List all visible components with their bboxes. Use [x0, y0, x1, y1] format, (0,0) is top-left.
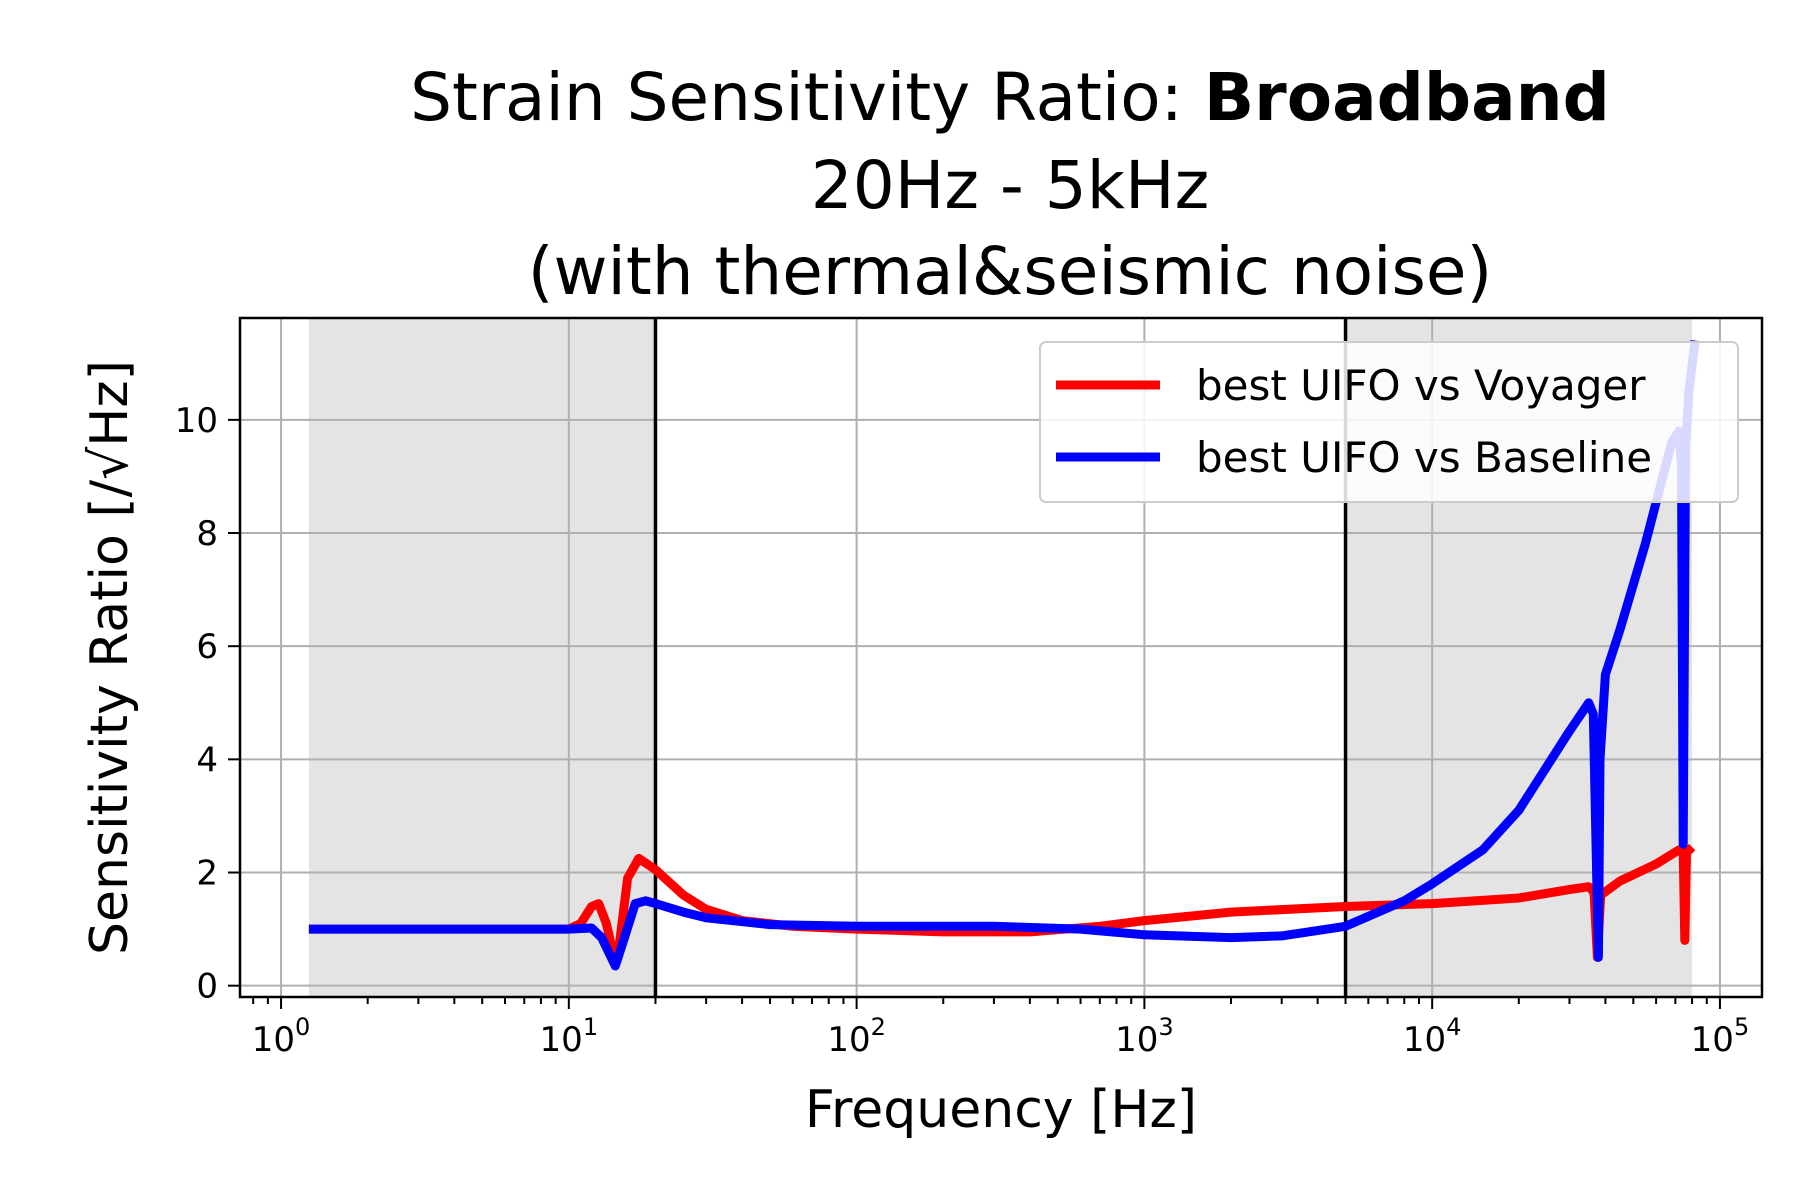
x-tick-label: 104 [1403, 1013, 1462, 1060]
chart-title-line2: 20Hz - 5kHz [811, 147, 1210, 224]
x-tick-label: 102 [827, 1013, 886, 1060]
shaded-region-0 [308, 318, 656, 997]
y-tick-label: 10 [175, 401, 218, 441]
chart-title-line3: (with thermal&seismic noise) [528, 233, 1492, 310]
legend-label-1: best UIFO vs Baseline [1196, 433, 1652, 482]
x-tick-label: 103 [1115, 1013, 1174, 1060]
legend: best UIFO vs Voyager best UIFO vs Baselin… [1039, 341, 1739, 503]
legend-box [1039, 341, 1739, 503]
y-tick-label: 0 [196, 967, 218, 1007]
x-tick-label: 101 [540, 1013, 599, 1060]
y-tick-label: 2 [196, 854, 218, 894]
legend-label-0: best UIFO vs Voyager [1196, 361, 1646, 410]
x-ticks: 100 101 102 103 104 105 [252, 997, 1749, 1060]
x-axis-label: Frequency [Hz] [805, 1080, 1197, 1140]
y-ticks: 0 2 4 6 8 10 [175, 401, 240, 1007]
y-axis-label: Sensitivity Ratio [/√Hz] [80, 360, 140, 955]
chart-title-bold: Broadband [1204, 59, 1610, 136]
chart-title-prefix: Strain Sensitivity Ratio: [410, 59, 1204, 136]
y-tick-label: 6 [196, 627, 218, 667]
chart-title-line1: Strain Sensitivity Ratio: Broadband [410, 59, 1610, 136]
y-tick-label: 4 [196, 740, 218, 780]
y-tick-label: 8 [196, 514, 218, 554]
plot-frame [238, 316, 1764, 999]
x-tick-label: 100 [252, 1013, 311, 1060]
x-tick-label: 105 [1691, 1013, 1750, 1060]
